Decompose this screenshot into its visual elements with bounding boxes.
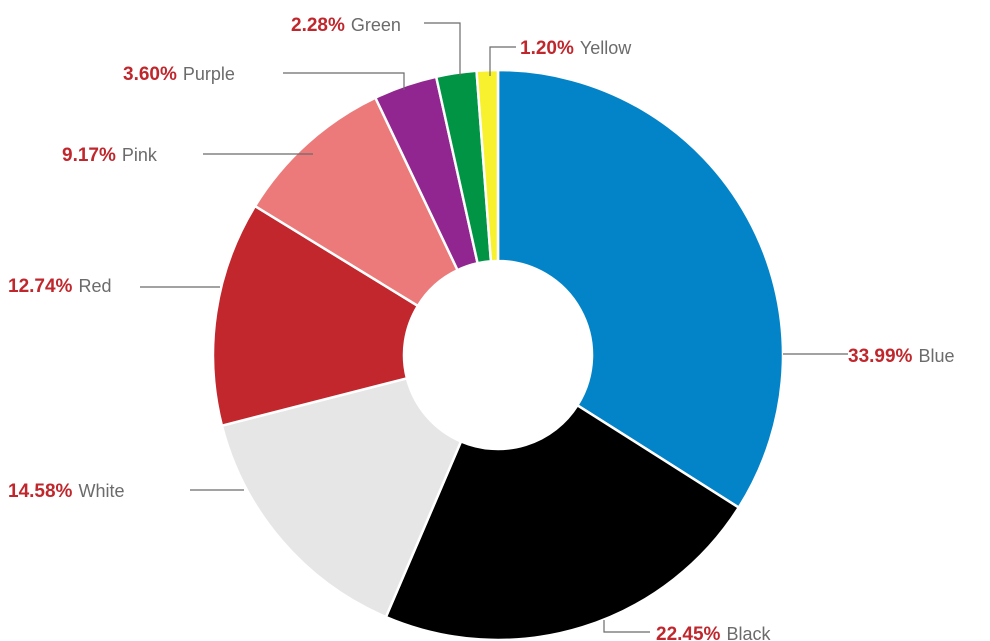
category-label-white: White [78,481,124,501]
value-label-yellow: 1.20% [520,38,574,59]
category-label-blue: Blue [918,346,954,366]
data-label-black: 22.45% Black [656,624,771,641]
slice-blue [496,68,785,509]
data-label-blue: 33.99% Blue [848,346,954,367]
slices-group [211,68,785,641]
slice-yellow [475,68,500,263]
category-label-purple: Purple [183,64,235,84]
slice-black [384,404,741,641]
value-label-green: 2.28% [291,15,345,36]
data-label-white: 14.58% White [8,481,124,502]
leader-line-black [603,620,650,633]
leader-lines-group [140,22,848,633]
leader-line-green [424,22,461,76]
value-label-pink: 9.17% [62,145,116,166]
leader-line-purple [283,72,405,90]
category-label-red: Red [78,276,111,296]
value-label-black: 22.45% [656,624,721,641]
slice-white [220,377,463,619]
category-label-black: Black [726,624,771,641]
data-label-yellow: 1.20% Yellow [520,38,632,59]
leader-line-yellow [489,46,516,76]
value-label-blue: 33.99% [848,346,913,367]
value-label-white: 14.58% [8,481,73,502]
data-label-purple: 3.60% Purple [123,64,235,85]
labels-group: 33.99% Blue 22.45% Black 14.58% White 12.74% Re… [8,15,954,641]
value-label-red: 12.74% [8,276,73,297]
data-label-red: 12.74% Red [8,276,111,297]
data-label-pink: 9.17% Pink [62,145,158,166]
category-label-pink: Pink [122,145,158,165]
slice-pink [253,96,459,308]
slice-red [211,204,420,427]
category-label-yellow: Yellow [580,38,632,58]
data-label-green: 2.28% Green [291,15,401,36]
category-label-green: Green [351,15,401,35]
value-label-purple: 3.60% [123,64,177,85]
